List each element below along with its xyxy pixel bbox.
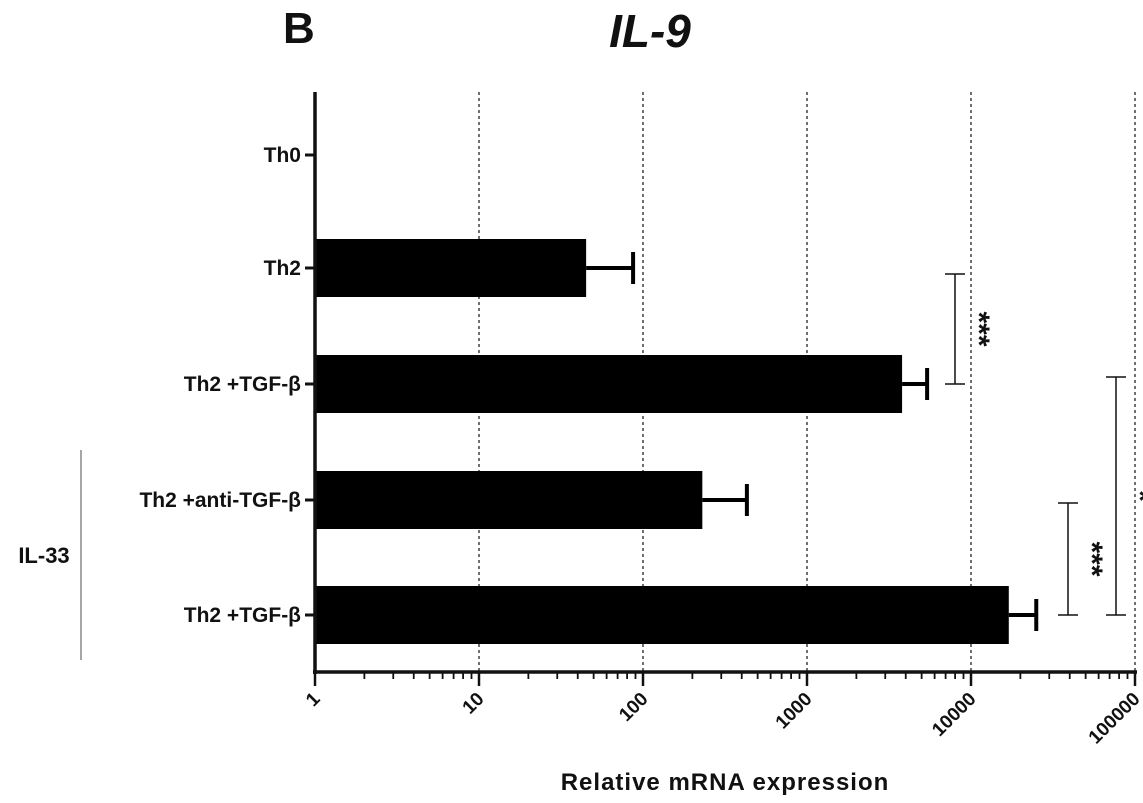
x-tick-label: 1000 xyxy=(772,689,817,734)
x-tick-label: 100000 xyxy=(1085,689,1143,749)
x-tick-label: 10 xyxy=(459,689,489,719)
significance-label: *** xyxy=(962,311,995,346)
significance-layer: ******* xyxy=(945,273,1143,616)
x-tick-label: 10000 xyxy=(928,689,980,741)
x-axis-label: Relative mRNA expression xyxy=(561,769,890,796)
chart-title: IL-9 xyxy=(609,5,691,57)
bars-layer xyxy=(315,239,1039,644)
bar xyxy=(315,355,903,413)
significance-label: *** xyxy=(1075,541,1108,576)
category-label: Th2 xyxy=(264,257,301,280)
axis-layer: 1 10 100 1000 10000 100000 Th0 Th2 Th2 +TGF-β Th2… xyxy=(18,92,1143,748)
category-label: Th2 +TGF-β xyxy=(184,373,301,396)
category-label: Th0 xyxy=(264,144,301,167)
bar xyxy=(315,586,1009,644)
category-label: Th2 +TGF-β xyxy=(184,604,301,627)
panel-letter: B xyxy=(283,4,315,53)
bar xyxy=(315,471,703,529)
x-tick-label: 1 xyxy=(302,688,325,711)
category-label: Th2 +anti-TGF-β xyxy=(139,489,301,512)
bar xyxy=(315,239,587,297)
significance-label: * xyxy=(1123,490,1143,502)
group-label: IL-33 xyxy=(18,543,69,568)
x-tick-label: 100 xyxy=(615,689,652,726)
